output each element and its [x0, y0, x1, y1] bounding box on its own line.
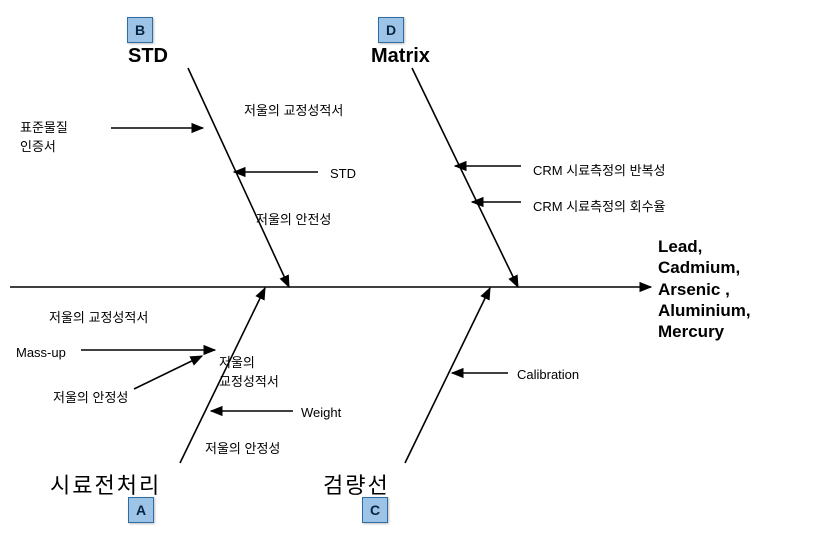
sub-a-balance-cal-report-2: 저울의 교정성적서	[219, 352, 279, 390]
sub-a-balance-cal-report-1: 저울의 교정성적서	[49, 307, 148, 326]
sub-b-std: STD	[330, 166, 356, 181]
result-label: Lead, Cadmium, Arsenic , Aluminium, Merc…	[658, 236, 751, 342]
fishbone-diagram: STD Matrix 시료전처리 검량선 A B C D Lead, Cadmi…	[0, 0, 821, 549]
branch-title-sample-prep: 시료전처리	[50, 468, 161, 500]
letter-box-b: B	[127, 17, 153, 43]
branch-title-matrix: Matrix	[371, 45, 430, 68]
sub-d-crm-repeatability: CRM 시료측정의 반복성	[533, 160, 666, 179]
branch-title-calibration-curve: 검량선	[323, 468, 390, 500]
sub-b-balance-stability: 저울의 안전성	[256, 209, 331, 228]
letter-box-a: A	[128, 497, 154, 523]
sub-a-mass-up: Mass-up	[16, 345, 66, 360]
sub-a-balance-stability-2: 저울의 안정성	[205, 438, 280, 457]
sub-b-standard-cert: 표준물질 인증서	[20, 117, 68, 155]
branch-title-std: STD	[128, 45, 168, 68]
sub-a-balance-stability-1: 저울의 안정성	[53, 387, 128, 406]
sub-a-weight: Weight	[301, 405, 341, 420]
letter-box-d: D	[378, 17, 404, 43]
sub-b-balance-cal-report: 저울의 교정성적서	[244, 100, 343, 119]
sub-c-calibration: Calibration	[517, 367, 579, 382]
letter-box-c: C	[362, 497, 388, 523]
sub-d-crm-recovery: CRM 시료측정의 회수율	[533, 196, 666, 215]
